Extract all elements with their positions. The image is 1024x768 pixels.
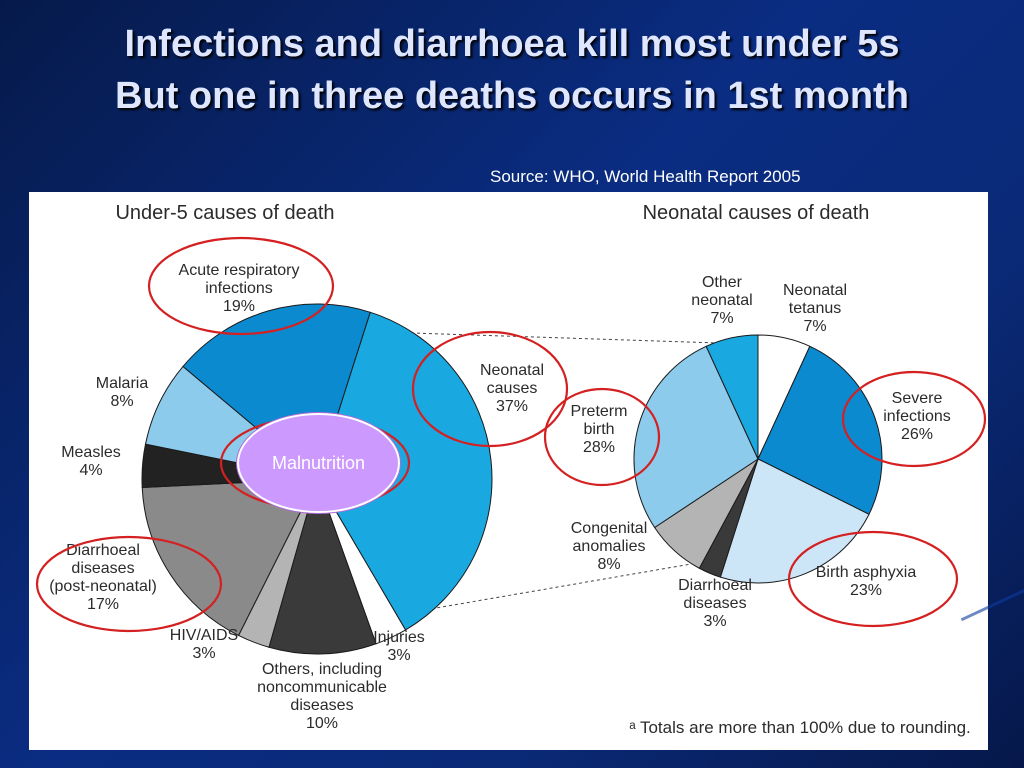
- footnote: ᵃ Totals are more than 100% due to round…: [629, 718, 971, 737]
- neonatal-label-severe-infections: Severe infections 26%: [883, 390, 951, 443]
- highlight-circle-severe-infections: [841, 370, 987, 468]
- neonatal-slice-severe-infections: [757, 345, 883, 515]
- under5-label-hiv-aids: HIV/AIDS 3%: [170, 627, 238, 662]
- chart-panel: Under-5 causes of death Neonatal causes o…: [29, 192, 988, 750]
- highlight-circle-preterm-birth: [543, 387, 661, 487]
- neonatal-label-neonatal-tetanus: Neonatal tetanus 7%: [783, 282, 847, 335]
- malnutrition-bubble: Malnutrition: [237, 413, 400, 513]
- neonatal-label-congenital-anomalies: Congenital anomalies 8%: [571, 520, 648, 573]
- neonatal-label-other-neonatal: Other neonatal 7%: [691, 274, 752, 327]
- under5-slice-neonatal-causes: [316, 311, 493, 631]
- under5-label-malaria: Malaria 8%: [96, 375, 149, 410]
- under5-slice-others-including-noncommunicable-diseases: [268, 477, 377, 655]
- highlight-circle-neonatal-causes: [411, 330, 569, 448]
- neonatal-slice-other-neonatal: [705, 334, 759, 460]
- title-line-2: But one in three deaths occurs in 1st mo…: [115, 75, 909, 117]
- neonatal-chart-title: Neonatal causes of death: [643, 202, 870, 224]
- title-line-1: Infections and diarrhoea kill most under…: [124, 23, 900, 65]
- highlight-circle-acute-respiratory: [147, 236, 335, 336]
- connector-line-bottom: [383, 553, 750, 618]
- under5-label-measles: Measles 4%: [61, 444, 121, 479]
- under5-chart-title: Under-5 causes of death: [115, 202, 334, 224]
- source-note: Source: WHO, World Health Report 2005: [490, 167, 801, 186]
- neonatal-slice-birth-asphyxia: [719, 458, 870, 584]
- under5-label-injuries: Injuries 3%: [373, 629, 425, 664]
- neonatal-label-diarrhoeal-diseases: Diarrhoeal diseases 3%: [678, 577, 752, 630]
- highlight-circle-diarrhoeal: [35, 535, 223, 633]
- under5-label-acute-respiratory-infections: Acute respiratory infections 19%: [179, 262, 300, 315]
- pie-charts-figure: Under-5 causes of death Neonatal causes o…: [35, 202, 987, 737]
- under5-label-neonatal-causes: Neonatal causes 37%: [480, 362, 544, 415]
- connector-line-top: [380, 331, 750, 345]
- slide-title: Infections and diarrhoea kill most under…: [0, 18, 1024, 122]
- under5-label-diarrhoeal-diseases-post-neonatal: Diarrhoeal diseases (post-neonatal) 17%: [49, 542, 157, 613]
- neonatal-label-preterm-birth: Preterm birth 28%: [571, 403, 628, 456]
- under5-slice-diarrhoeal-diseases-post-neonatal: [141, 478, 318, 637]
- neonatal-label-birth-asphyxia: Birth asphyxia 23%: [816, 564, 917, 599]
- under5-label-others-including-noncommunicable-diseases: Others, including noncommunicable diseases…: [257, 661, 387, 732]
- highlight-circle-birth-asphyxia: [787, 530, 959, 628]
